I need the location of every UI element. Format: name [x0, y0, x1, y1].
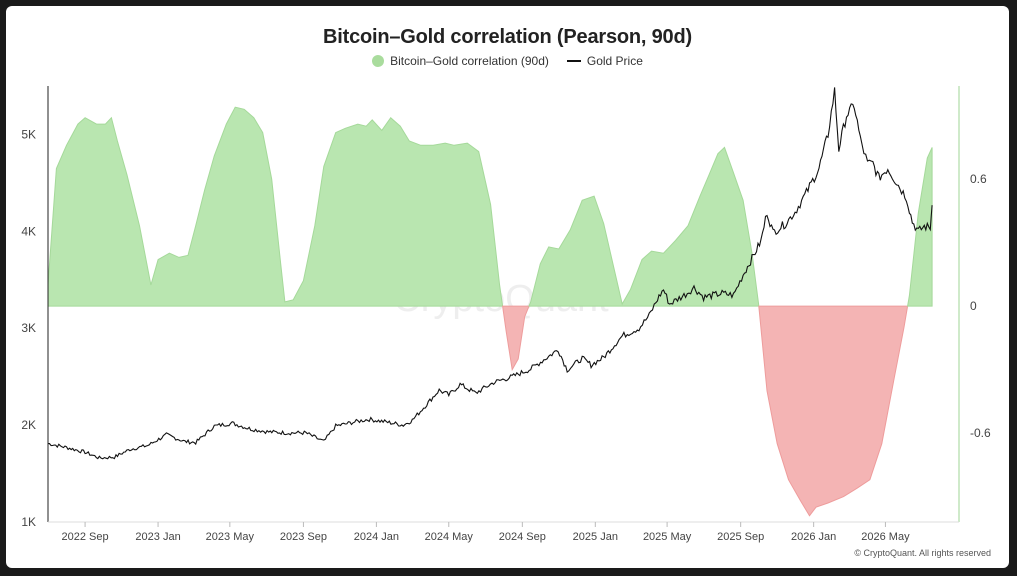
left-axis-ticks: 1K 2K 3K 4K 5K	[21, 127, 36, 529]
gold-price-line-group	[48, 87, 933, 460]
chart-title: Bitcoin–Gold correlation (Pearson, 90d)	[323, 26, 692, 48]
x-tick-label: 2024 Jan	[354, 531, 399, 543]
x-tick-label: 2023 May	[206, 531, 255, 543]
x-tick-label: 2025 Sep	[717, 531, 764, 543]
legend-swatch-gold-price	[566, 60, 581, 62]
left-tick-label: 5K	[21, 127, 36, 141]
x-axis-ticks: 2022 Sep 2023 Jan 2023 May 2023 Sep 2024 Jan…	[62, 522, 910, 543]
x-tick-label: 2024 May	[425, 531, 474, 543]
gold-price-line	[48, 87, 933, 460]
chart-legend: Bitcoin–Gold correlation (90d) Gold Pric…	[6, 54, 1009, 68]
left-tick-label: 2K	[21, 418, 36, 432]
right-axis-ticks: -0.6 0 0.6	[970, 172, 991, 440]
left-tick-label: 3K	[21, 321, 36, 335]
correlation-positive-area-0	[47, 106, 504, 307]
x-tick-label: 2024 Sep	[499, 531, 546, 543]
legend-item-gold-price[interactable]: Gold Price	[566, 54, 643, 68]
copyright-text: © CryptoQuant. All rights reserved	[854, 548, 991, 558]
right-tick-label: 0	[970, 299, 977, 313]
right-tick-label: -0.6	[970, 426, 991, 440]
legend-item-correlation[interactable]: Bitcoin–Gold correlation (90d)	[372, 54, 549, 68]
left-tick-label: 4K	[21, 224, 36, 238]
legend-label-gold-price: Gold Price	[586, 54, 643, 68]
legend-label-correlation: Bitcoin–Gold correlation (90d)	[390, 54, 549, 68]
correlation-area-group	[47, 106, 933, 517]
chart-card: Bitcoin–Gold correlation (Pearson, 90d) …	[6, 6, 1009, 568]
x-tick-label: 2026 Jan	[791, 531, 836, 543]
x-tick-label: 2026 May	[861, 531, 910, 543]
x-tick-label: 2023 Jan	[135, 531, 180, 543]
x-tick-label: 2025 May	[643, 531, 692, 543]
x-tick-label: 2023 Sep	[280, 531, 327, 543]
right-tick-label: 0.6	[970, 172, 987, 186]
correlation-negative-area-3	[758, 305, 909, 517]
correlation-negative-area-1	[502, 305, 530, 372]
x-tick-label: 2025 Jan	[573, 531, 618, 543]
correlation-positive-area-2	[528, 146, 760, 307]
legend-swatch-correlation	[372, 55, 385, 67]
left-tick-label: 1K	[21, 515, 36, 529]
x-tick-label: 2022 Sep	[62, 531, 109, 543]
